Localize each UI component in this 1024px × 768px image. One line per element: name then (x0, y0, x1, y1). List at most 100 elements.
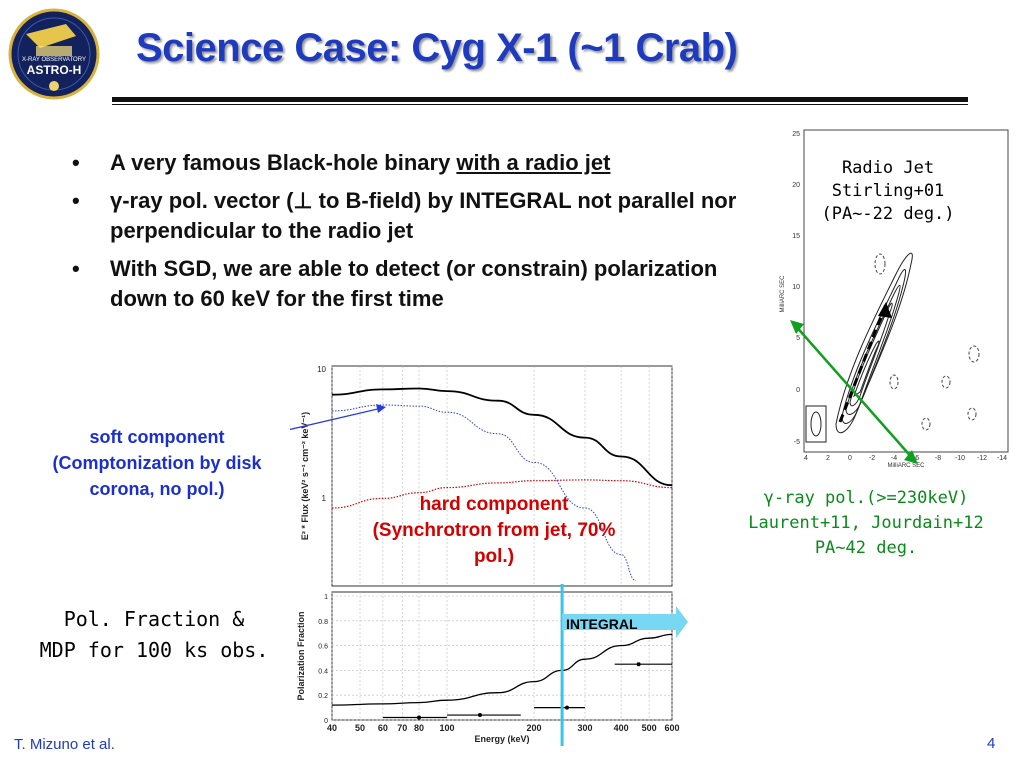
flux-ytick: 1 (322, 494, 327, 503)
mdp-point (636, 662, 641, 667)
pol-xtick: 50 (355, 723, 365, 733)
pol-note-line: MDP for 100 ks obs. (39, 638, 269, 662)
radio-map-ytick: 15 (792, 233, 800, 240)
pol-xtick: 400 (614, 723, 629, 733)
pol-note-line: Pol. Fraction & (63, 607, 245, 631)
radio-map-xtick: -6 (913, 455, 919, 462)
radio-map-xtick: -8 (935, 455, 941, 462)
pol-xtick: 70 (397, 723, 407, 733)
radio-map-xtick: -2 (869, 455, 875, 462)
pol-xtick: 300 (577, 723, 592, 733)
bullet-text: With SGD, we are able to detect (or cons… (110, 256, 718, 311)
gamma-pol-note: γ-ray pol.(>=230keV) Laurent+11, Jourdai… (716, 486, 1016, 561)
spectrum-chart: 10 1 E² * Flux (keV² s⁻¹ cm⁻² keV⁻¹) Pol… (290, 360, 690, 746)
bullet-text: A very famous Black-hole binary (110, 150, 457, 175)
gamma-pol-line (793, 323, 915, 461)
radio-jet-map: 25 20 15 10 5 0 -5 4 2 0 -2 -4 -6 -8 -10… (780, 129, 1009, 469)
beam-box (805, 405, 827, 443)
soft-component-note: soft component (Comptonization by disk c… (22, 424, 292, 502)
soft-note-line: soft component (89, 427, 225, 447)
pol-ytick: 0.4 (318, 668, 328, 675)
bullet-text: γ-ray pol. vector (⊥ to B-field) by INTE… (110, 188, 737, 243)
integral-label: INTEGRAL (566, 616, 638, 632)
flux-ylabel: E² * Flux (keV² s⁻¹ cm⁻² keV⁻¹) (300, 412, 310, 540)
radio-map-xtick: -14 (997, 455, 1007, 462)
integral-arrow (562, 606, 688, 638)
radio-map-xlabel: MilliARC SEC (887, 463, 925, 469)
pol-fraction-curve (331, 633, 673, 706)
logo-line2: ASTRO-H (27, 63, 82, 77)
bullet-item: • With SGD, we are able to detect (or con… (72, 256, 718, 311)
hard-note-line: (Synchrotron from jet, 70% (372, 520, 616, 541)
pol-ytick: 0.6 (318, 644, 328, 651)
jet-direction-arrow (838, 303, 888, 423)
mdp-point (565, 705, 570, 710)
gamma-note-line: PA~42 deg. (814, 538, 918, 558)
pol-xtick: 200 (527, 723, 542, 733)
radio-map-xtick: -10 (955, 455, 965, 462)
bullet-list: • A very famous Black-hole binary with a … (66, 148, 766, 322)
slide-title: Science Case: Cyg X-1 (~1 Crab) (136, 26, 738, 70)
pol-xlabel: Energy (keV) (474, 734, 529, 744)
radio-map-xtick: 2 (826, 455, 830, 462)
gamma-note-line: Laurent+11, Jourdain+12 (748, 513, 984, 533)
pol-xtick: 60 (378, 723, 388, 733)
pol-fraction-note: Pol. Fraction & MDP for 100 ks obs. (14, 604, 294, 666)
radio-map-xtick: 4 (804, 455, 808, 462)
radio-map-xticks: 4 2 0 -2 -4 -6 -8 -10 -12 -14 (804, 455, 1007, 462)
pol-ylabel: Polarization Fraction (296, 611, 306, 700)
pol-xtick: 40 (327, 723, 337, 733)
bullet-item: • A very famous Black-hole binary with a … (72, 150, 611, 175)
radio-map-ytick: 0 (796, 387, 800, 394)
mdp-point (477, 713, 482, 718)
pol-xtick: 100 (440, 723, 455, 733)
soft-pointer-head (376, 404, 386, 413)
pol-xtick: 80 (414, 723, 424, 733)
radio-map-xtick: -4 (891, 455, 897, 462)
radio-map-ylabel: MilliARC SEC (780, 275, 786, 313)
title-rule-thin (112, 104, 968, 105)
pol-xticks: 40 50 60 70 80 100 200 300 400 500 600 (327, 723, 680, 733)
pol-ytick: 0.8 (318, 619, 328, 626)
pol-gridlines (331, 592, 673, 721)
radio-map-yticks: 25 20 15 10 5 0 -5 (792, 131, 800, 446)
jet-arrow-head (878, 302, 892, 318)
bullet-underlined-text: with a radio jet (456, 150, 611, 175)
radio-note-line: (PA~-22 deg.) (821, 204, 955, 224)
pol-yticks: 0 0.2 0.4 0.6 0.8 1 (318, 594, 328, 725)
logo-line1: X-RAY OBSERVATORY (22, 57, 86, 63)
mdp-point (417, 715, 422, 720)
total-flux-series (331, 387, 673, 487)
radio-note-line: Radio Jet (841, 158, 935, 178)
hard-note-line: hard component (419, 494, 569, 515)
title-rule (112, 97, 968, 102)
beam-ellipse (810, 411, 822, 437)
flux-gridlines (331, 366, 673, 586)
radio-map-ytick: 10 (792, 284, 800, 291)
astro-h-logo: X-RAY OBSERVATORY ASTRO-H (8, 8, 100, 100)
page-number: 4 (987, 735, 996, 752)
radio-map-ytick: 25 (792, 131, 800, 138)
radio-jet-negative-contours (874, 253, 980, 431)
radio-map-xtick: 0 (848, 455, 852, 462)
flux-ytick: 10 (317, 365, 326, 374)
hard-note-line: pol.) (473, 546, 515, 567)
gamma-arrow-head-2 (904, 450, 918, 464)
hard-component-note: hard component (Synchrotron from jet, 70… (344, 492, 644, 570)
gamma-arrow-head-1 (790, 320, 804, 334)
radio-map-xtick: -12 (977, 455, 987, 462)
flux-panel-frame (331, 365, 673, 587)
bullet-item: • γ-ray pol. vector (⊥ to B-field) by INT… (72, 188, 737, 243)
radio-map-ytick: 20 (792, 182, 800, 189)
soft-pointer-line (290, 407, 383, 431)
radio-jet-note: Radio Jet Stirling+01 (PA~-22 deg.) (788, 157, 988, 226)
radio-map-ytick: 5 (796, 335, 800, 342)
mdp-points (382, 662, 672, 720)
soft-note-line: corona, no pol.) (89, 479, 225, 499)
pol-ytick: 0.2 (318, 693, 328, 700)
pol-xtick: 600 (664, 723, 679, 733)
pol-ytick: 0 (324, 718, 328, 725)
soft-flux-series (331, 404, 637, 582)
pol-ytick: 1 (324, 594, 328, 601)
footer-author: T. Mizuno et al. (14, 736, 115, 753)
